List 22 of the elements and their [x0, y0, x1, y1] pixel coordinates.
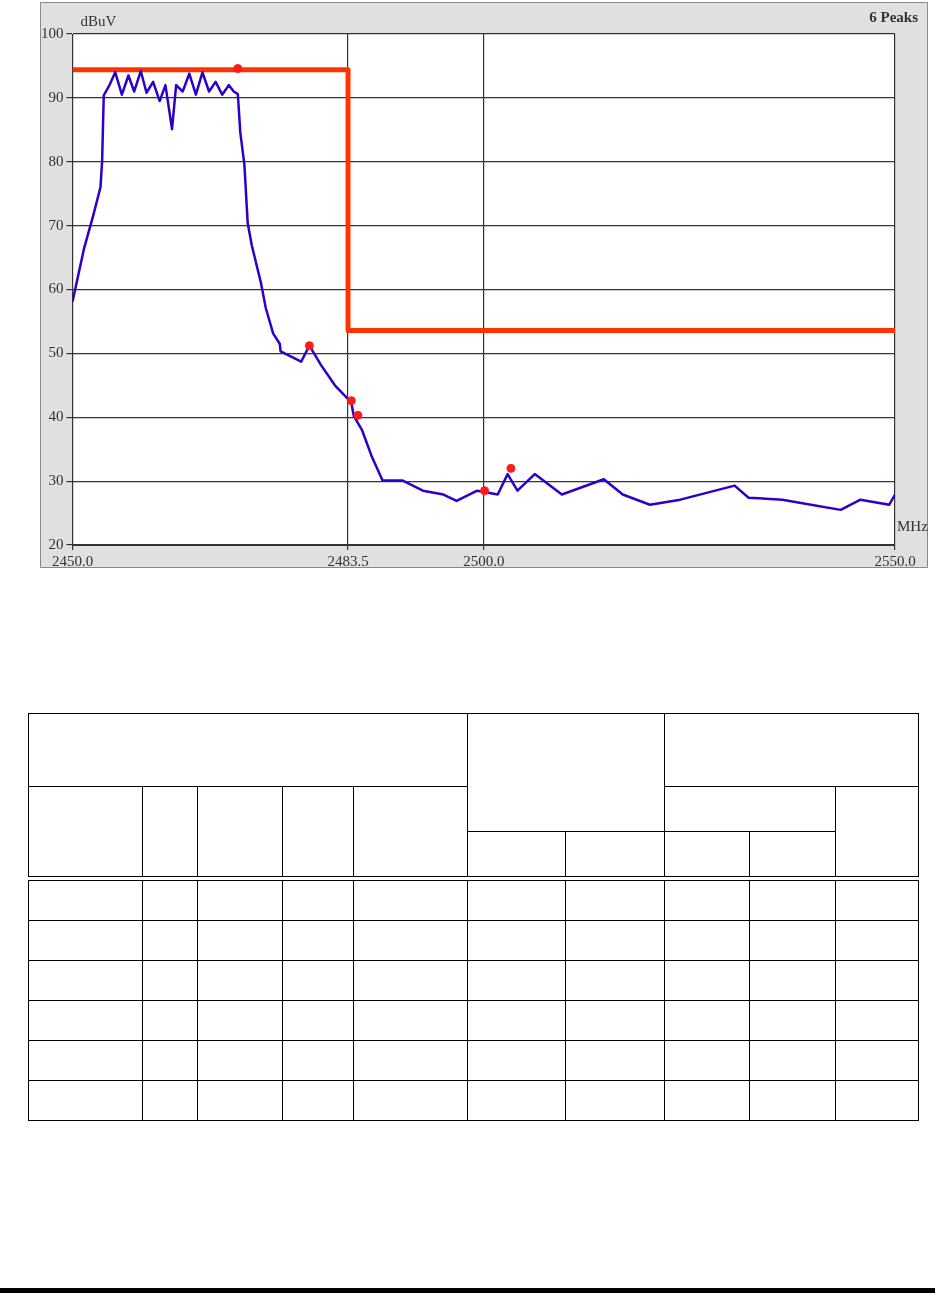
point: [353, 410, 363, 420]
x-tick-label: 2483.5: [327, 552, 369, 569]
x-tick-label: 2450.0: [51, 552, 94, 569]
y-axis-title: dBuV: [80, 13, 117, 30]
x-tick-label: 2500.0: [463, 552, 505, 569]
y-tick-label: 60: [48, 280, 64, 297]
point: [346, 396, 356, 406]
y-tick-label: 40: [48, 408, 64, 425]
point: [506, 463, 516, 473]
y-tick-label: 20: [48, 535, 64, 552]
point: [233, 63, 243, 73]
text: 6 Peaks: [869, 9, 919, 26]
y-tick-label: 70: [48, 216, 64, 233]
y-tick-label: 90: [48, 88, 64, 105]
point: [480, 486, 490, 496]
y-tick-label: 80: [48, 152, 64, 169]
x-axis-title: MHz: [897, 517, 929, 534]
y-tick-label: 30: [48, 472, 64, 489]
point: [304, 341, 314, 351]
y-tick-label: 100: [41, 24, 64, 41]
x-tick-label: 2550.0: [874, 552, 916, 569]
y-tick-label: 50: [48, 344, 64, 361]
